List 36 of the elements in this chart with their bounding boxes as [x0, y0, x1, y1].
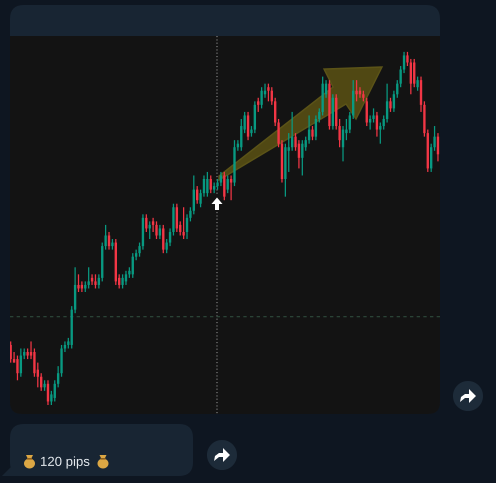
candlestick [26, 348, 29, 360]
candlestick [148, 220, 151, 240]
candlestick [43, 380, 46, 392]
candlestick [10, 340, 12, 364]
candlestick [90, 274, 94, 286]
candlestick [260, 86, 263, 110]
candlestick [145, 214, 148, 233]
candlestick [111, 238, 114, 250]
candlestick [355, 80, 358, 102]
candlestick [301, 140, 304, 176]
candlestick [210, 174, 212, 194]
candlestick [158, 224, 162, 240]
candlestick [20, 348, 22, 378]
candlestick [226, 174, 229, 194]
candlestick [413, 58, 416, 88]
candlestick [230, 174, 232, 201]
candlestick [80, 280, 84, 293]
candlestick [196, 185, 198, 204]
candlestick [121, 274, 124, 290]
candlestick [206, 171, 209, 198]
candlestick [376, 111, 378, 138]
candlestick [366, 97, 368, 127]
candlestick [212, 182, 216, 194]
candlestick [132, 252, 134, 279]
candlestick [362, 90, 365, 102]
candlestick [257, 97, 260, 113]
candlestick [182, 206, 185, 240]
candlestick [416, 76, 419, 92]
candlestick [220, 171, 222, 187]
candlestick [267, 83, 270, 102]
text: 120 pips [41, 456, 90, 469]
candlestick [358, 86, 362, 98]
candlestick [162, 224, 164, 254]
candlestick [223, 171, 226, 201]
candlestick [176, 203, 178, 233]
candlestick [87, 266, 90, 290]
